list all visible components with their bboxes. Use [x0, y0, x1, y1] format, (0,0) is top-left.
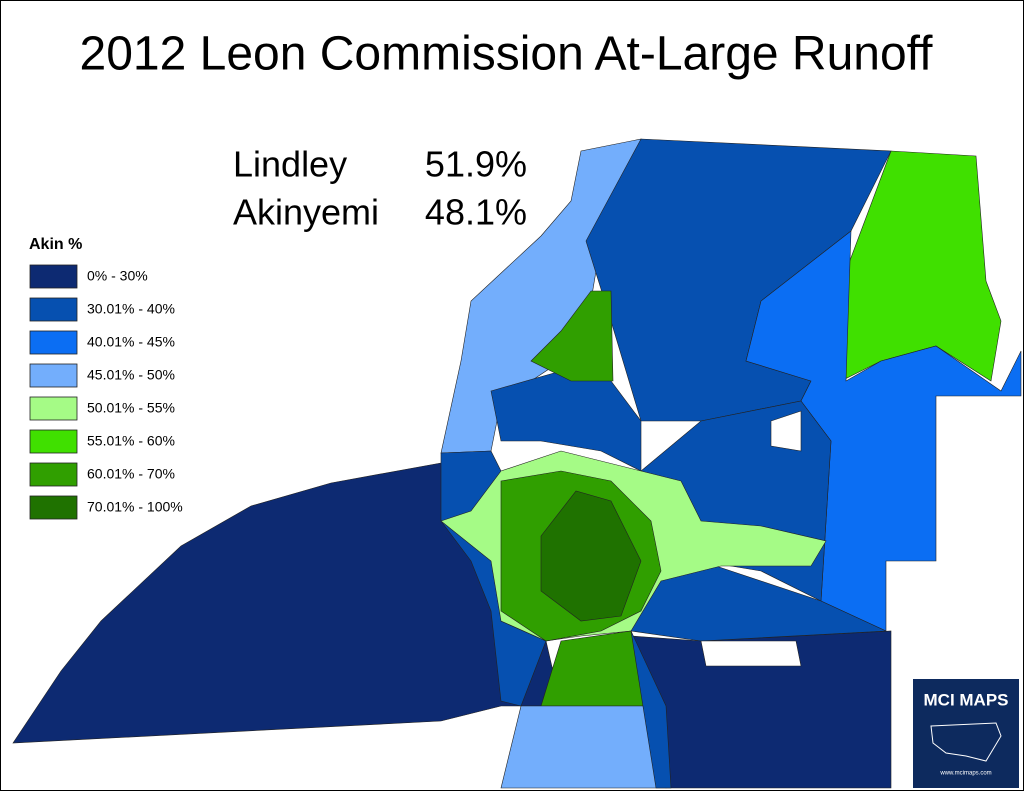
precinct [500, 705, 667, 789]
candidate-share: 51.9% [425, 144, 527, 185]
candidate-name: Akinyemi [233, 192, 379, 233]
legend-label: 70.01% - 100% [87, 499, 183, 515]
county-map [12, 138, 1022, 789]
logo-url: www.mcimaps.com [939, 771, 991, 777]
legend-label: 45.01% - 50% [87, 367, 175, 383]
logo: MCI MAPS www.mcimaps.com [913, 679, 1019, 788]
usa-outline [930, 722, 1002, 762]
legend-swatch [29, 363, 78, 388]
precinct [540, 490, 642, 622]
legend-label: 0% - 30% [87, 268, 148, 284]
legend-swatch [29, 330, 78, 355]
candidate-name: Lindley [233, 144, 347, 185]
legend-swatch [29, 264, 78, 289]
legend-label: 50.01% - 55% [87, 400, 175, 416]
legend-swatch [29, 396, 78, 421]
candidate-share: 48.1% [425, 192, 527, 233]
logo-box [913, 679, 1019, 788]
legend-label: 55.01% - 60% [87, 433, 175, 449]
logo-title: MCI MAPS [924, 690, 1009, 709]
legend-label: 40.01% - 45% [87, 334, 175, 350]
legend-swatch [29, 462, 78, 487]
title: 2012 Leon Commission At-Large Runoff [80, 28, 934, 81]
legend-title: Akin % [29, 236, 82, 253]
precinct [530, 290, 614, 382]
legend: 0% - 30% 30.01% - 40% 40.01% - 45% 45.01% -… [29, 264, 183, 520]
legend-label: 30.01% - 40% [87, 301, 175, 317]
legend-swatch [29, 429, 78, 454]
precinct [700, 640, 802, 667]
legend-swatch [29, 297, 78, 322]
legend-label: 60.01% - 70% [87, 466, 175, 482]
legend-swatch [29, 495, 78, 520]
precinct [745, 230, 1022, 632]
precinct [770, 410, 802, 452]
precinct [630, 630, 672, 789]
